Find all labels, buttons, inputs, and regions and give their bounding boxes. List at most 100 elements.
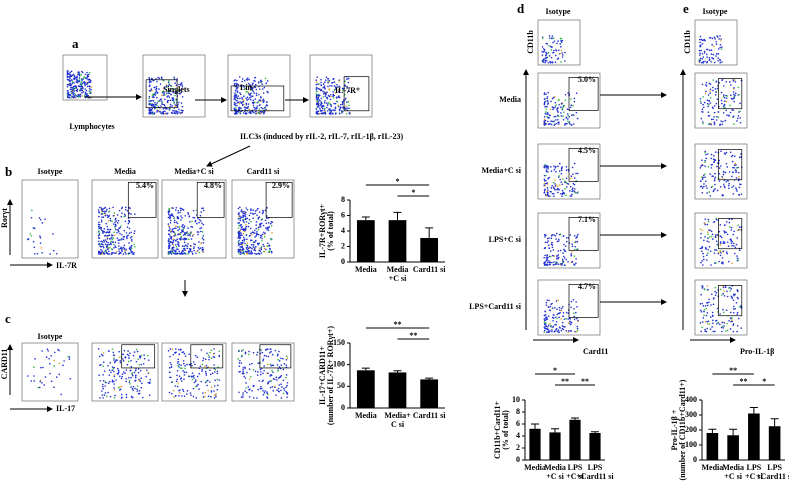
event-dot: [324, 109, 326, 111]
event-dot: [730, 296, 732, 298]
event-dot: [717, 322, 719, 324]
event-dot: [720, 150, 722, 152]
event-dot: [105, 243, 107, 245]
event-dot: [117, 238, 119, 240]
event-dot: [140, 387, 142, 389]
event-dot: [546, 299, 548, 301]
event-dot: [554, 189, 556, 191]
event-dot: [241, 211, 243, 213]
event-dot: [193, 246, 195, 248]
event-dot: [172, 110, 174, 112]
event-dot: [177, 217, 179, 219]
event-dot: [240, 228, 242, 230]
event-dot: [325, 79, 327, 81]
event-dot: [192, 253, 194, 255]
event-dot: [715, 81, 717, 83]
event-dot: [557, 330, 559, 332]
event-dot: [151, 88, 153, 90]
event-dot: [739, 156, 741, 158]
event-dot: [244, 366, 246, 368]
event-dot: [252, 213, 254, 215]
event-dot: [188, 239, 190, 241]
event-dot: [124, 248, 126, 250]
event-dot: [205, 382, 207, 384]
event-dot: [714, 180, 716, 182]
event-dot: [324, 85, 326, 87]
event-dot: [726, 253, 728, 255]
event-dot: [121, 216, 123, 218]
event-dot: [732, 234, 734, 236]
event-dot: [557, 166, 559, 168]
event-dot: [550, 62, 552, 64]
event-dot: [109, 381, 111, 383]
event-dot: [561, 330, 563, 332]
event-dot: [192, 217, 194, 219]
event-dot: [559, 307, 561, 309]
event-dot: [552, 35, 554, 37]
event-dot: [73, 94, 75, 96]
event-dot: [102, 394, 104, 396]
event-dot: [723, 174, 725, 176]
event-dot: [720, 236, 722, 238]
event-dot: [721, 237, 723, 239]
event-dot: [706, 259, 708, 261]
event-dot: [242, 371, 244, 373]
event-dot: [156, 97, 158, 99]
event-dot: [271, 225, 273, 227]
event-dot: [559, 326, 561, 328]
event-dot: [67, 90, 69, 92]
event-dot: [726, 323, 728, 325]
event-dot: [718, 48, 720, 50]
event-dot: [544, 93, 546, 95]
x-tick-label: Media+: [384, 411, 411, 420]
event-dot: [99, 356, 101, 358]
event-dot: [87, 82, 89, 84]
event-dot: [129, 380, 131, 382]
event-dot: [723, 106, 725, 108]
event-dot: [183, 245, 185, 247]
event-dot: [565, 318, 567, 320]
event-dot: [103, 253, 105, 255]
event-dot: [189, 221, 191, 223]
event-dot: [256, 95, 258, 97]
event-dot: [190, 245, 192, 247]
event-dot: [103, 216, 105, 218]
event-dot: [37, 253, 39, 255]
event-dot: [112, 380, 114, 382]
event-dot: [112, 207, 114, 209]
event-dot: [131, 366, 133, 368]
event-dot: [253, 112, 255, 114]
event-dot: [112, 239, 114, 241]
event-dot: [148, 372, 150, 374]
event-dot: [324, 87, 326, 89]
error-bar: [591, 432, 599, 433]
event-dot: [98, 252, 100, 254]
event-dot: [107, 237, 109, 239]
event-dot: [149, 84, 151, 86]
event-dot: [245, 219, 247, 221]
event-dot: [133, 386, 135, 388]
event-dot: [317, 106, 319, 108]
event-dot: [258, 112, 260, 114]
event-dot: [128, 357, 130, 359]
event-dot: [714, 105, 716, 107]
event-dot: [707, 99, 709, 101]
event-dot: [174, 95, 176, 97]
event-dot: [558, 104, 560, 106]
event-dot: [78, 80, 80, 82]
event-dot: [139, 355, 141, 357]
event-dot: [699, 42, 701, 44]
event-dot: [721, 61, 723, 63]
event-dot: [564, 181, 566, 183]
event-dot: [242, 396, 244, 398]
event-dot: [727, 296, 729, 298]
event-dot: [73, 96, 75, 98]
event-dot: [177, 386, 179, 388]
event-dot: [163, 104, 165, 106]
event-dot: [706, 331, 708, 333]
event-dot: [219, 350, 221, 352]
event-dot: [259, 380, 261, 382]
event-dot: [716, 292, 718, 294]
event-dot: [546, 169, 548, 171]
y-tick-label: 2: [516, 443, 520, 452]
